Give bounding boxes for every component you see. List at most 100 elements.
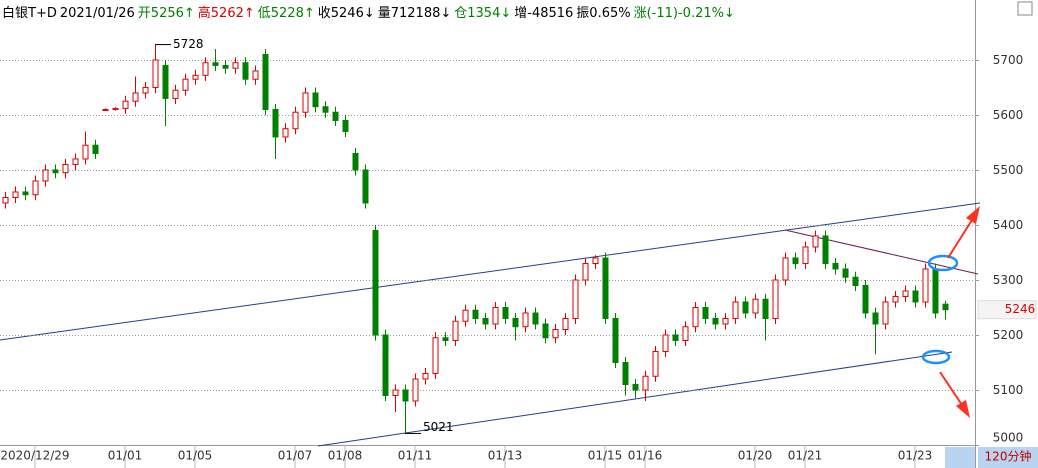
y-tick-label: 5600	[993, 108, 1024, 122]
x-tick-label: 01/15	[588, 449, 623, 463]
x-tick-label: 01/16	[628, 449, 663, 463]
highlight-ellipse	[921, 349, 951, 365]
candle-body	[682, 326, 689, 341]
header-item: 仓1354↓	[454, 6, 512, 21]
candle-body	[72, 158, 79, 165]
candle-body	[392, 389, 399, 396]
candle-body	[552, 328, 559, 339]
candle-body	[782, 257, 789, 281]
header-item: 高5262↑	[197, 6, 255, 21]
candle-body	[242, 62, 249, 80]
candle-body	[472, 309, 479, 319]
candle-body	[702, 306, 709, 319]
candle-body	[912, 290, 919, 303]
candle-body	[82, 144, 89, 160]
x-tick-label: 2020/12/29	[0, 449, 69, 463]
candle-body	[52, 169, 59, 174]
candle-body	[482, 317, 489, 325]
candle-body	[802, 246, 809, 264]
candle-body	[2, 196, 9, 204]
candle-body	[362, 169, 369, 204]
candle-body	[672, 334, 679, 341]
candle-body	[62, 163, 69, 174]
window-icon[interactable]	[1017, 1, 1033, 16]
x-tick-label: 01/20	[738, 449, 773, 463]
candle-body	[282, 128, 289, 138]
candle-body	[832, 262, 839, 270]
last-price: 5246	[1005, 302, 1036, 316]
candle-body	[142, 86, 149, 94]
header-item: 低5228↑	[257, 6, 315, 21]
candle-body	[42, 169, 49, 182]
candle-body	[662, 334, 669, 352]
candle-body	[382, 334, 389, 396]
header: 白银T+D 2021/01/26 开5256↑ 高5262↑ 低5228↑ 收5246↓ 量…	[2, 2, 738, 21]
candle-body	[852, 276, 859, 286]
candle-body	[522, 312, 529, 328]
candle-body	[752, 298, 759, 314]
x-tick-label: 01/08	[328, 449, 363, 463]
x-tick-label: 01/21	[788, 449, 823, 463]
x-tick-label: 01/07	[278, 449, 313, 463]
y-tick-label: 5100	[993, 383, 1024, 397]
y-tick-label: 5400	[993, 218, 1024, 232]
header-item: 量712188↓	[377, 6, 452, 21]
candle-body	[652, 350, 659, 377]
candle-body	[422, 372, 429, 380]
candle-body	[252, 70, 259, 80]
candle-body	[332, 111, 339, 121]
candle-body	[202, 62, 209, 76]
arrow-head	[956, 400, 970, 418]
max-label: 5728	[173, 37, 204, 51]
header-item: 2021/01/26	[59, 6, 135, 21]
header-item: 涨(-11)-0.21%↓	[633, 6, 735, 21]
candle-body	[12, 191, 19, 198]
candle-body	[862, 284, 869, 314]
candle-body	[902, 290, 909, 297]
candle-body	[932, 268, 939, 314]
period-box	[978, 447, 1038, 468]
y-tick-label: 5500	[993, 163, 1024, 177]
y-tick-label: 5300	[993, 273, 1024, 287]
candle-body	[772, 279, 779, 319]
header-item: 振0.65%	[576, 6, 631, 21]
highlight-ellipse	[927, 254, 959, 272]
candle-body	[532, 312, 539, 325]
y-tick-label: 5200	[993, 328, 1024, 342]
candle-body	[372, 229, 379, 336]
candle-body	[462, 309, 469, 322]
candle-body	[122, 100, 129, 109]
candle-body	[792, 257, 799, 264]
min-label: 5021	[423, 420, 454, 434]
period-label: 120分钟	[985, 449, 1032, 464]
candle-body	[562, 317, 569, 330]
candle-body	[512, 317, 519, 328]
candle-body	[642, 375, 649, 391]
candle-body	[612, 317, 619, 363]
candle-body	[312, 92, 319, 108]
candle-body	[622, 361, 629, 385]
candle-body	[542, 323, 549, 339]
candle-body	[182, 78, 189, 91]
candle-body	[872, 312, 879, 325]
candle-body	[222, 64, 229, 69]
candle-body	[342, 119, 349, 132]
candle-body	[942, 303, 949, 311]
candle-body	[592, 257, 599, 264]
candle-body	[692, 306, 699, 328]
candle-body	[742, 301, 749, 314]
candle-body	[272, 108, 279, 138]
candle-body	[232, 62, 239, 69]
candle-body	[822, 235, 829, 264]
candle-body	[442, 337, 449, 341]
candle-body	[842, 268, 849, 278]
candle-body	[172, 89, 179, 99]
candle-body	[582, 262, 589, 281]
candle-body	[572, 279, 579, 319]
candle-body	[212, 62, 219, 66]
candle-body	[632, 383, 639, 391]
y-tick-label: 5700	[993, 53, 1024, 67]
y-tick-label: 5000	[993, 431, 1024, 445]
arrow	[939, 371, 963, 406]
